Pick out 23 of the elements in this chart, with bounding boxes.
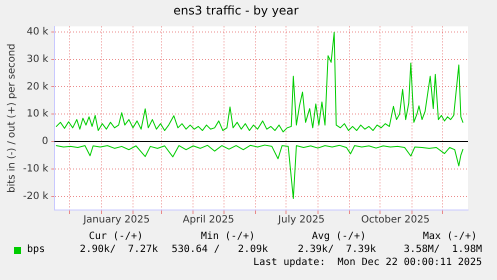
y-tick-label: -10 k <box>22 163 48 174</box>
text: 2.90k/ 7.27k <box>80 244 158 255</box>
y-tick-label: 40 k <box>26 26 49 38</box>
y-tick-label: 30 k <box>26 54 49 65</box>
x-tick-label: April 2025 <box>182 214 234 226</box>
text: 530.64 / 2.09k <box>172 244 268 255</box>
x-tick-label: July 2025 <box>277 214 325 226</box>
y-axis-title: bits in (-) / out (+) per second <box>6 44 18 193</box>
text: Last update: Mon Dec 22 00:00:11 2025 <box>253 257 482 268</box>
x-tick-label: October 2025 <box>361 214 430 226</box>
text: Min (-/+) <box>200 231 255 242</box>
text: 2.39k/ 7.39k <box>298 244 376 255</box>
y-tick-label: -20 k <box>22 190 48 202</box>
text: 3.58M/ 1.98M <box>404 244 482 255</box>
y-tick-label: 10 k <box>26 108 49 120</box>
y-tick-label: 20 k <box>26 81 49 92</box>
chart-title: ens3 traffic - by year <box>173 3 299 18</box>
text: Max (-/+) <box>422 231 477 242</box>
legend-label: bps <box>27 244 46 255</box>
text: Avg (-/+) <box>312 231 366 242</box>
text: Cur (-/+) <box>88 231 143 242</box>
y-tick-label: 0 <box>42 136 48 148</box>
x-tick-label: January 2025 <box>82 214 150 226</box>
